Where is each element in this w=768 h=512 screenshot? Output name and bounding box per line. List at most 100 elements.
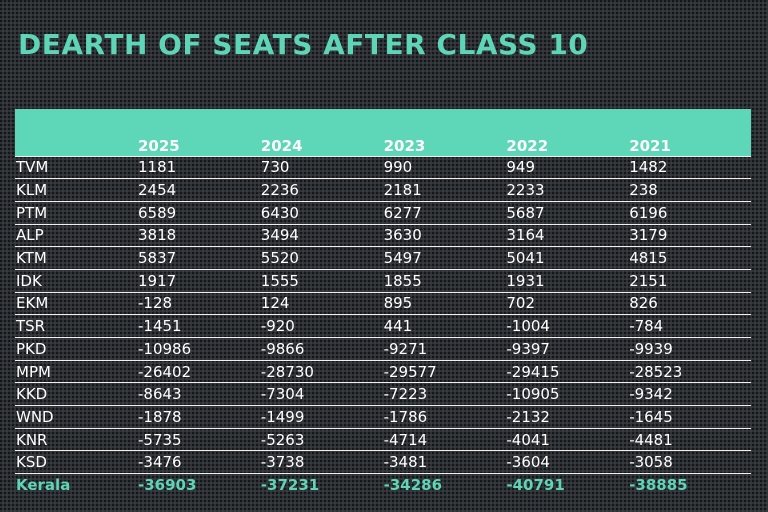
total-value-cell: -40791 [505, 473, 629, 497]
slide-title: DEARTH OF SEATS AFTER CLASS 10 [18, 28, 589, 61]
value-cell: -8643 [137, 382, 260, 406]
value-cell: 2233 [505, 178, 629, 202]
value-cell: 124 [259, 291, 383, 315]
value-cell: -4714 [382, 427, 506, 451]
value-cell: -2132 [505, 405, 629, 429]
total-value-cell: -34286 [382, 473, 506, 497]
value-cell: -3738 [259, 450, 383, 474]
district-name: KSD [15, 450, 137, 474]
value-cell: -10905 [505, 382, 629, 406]
value-cell: 5041 [505, 246, 629, 270]
table-row: IDK 1917 1555 1855 1931 2151 [15, 268, 751, 293]
value-cell: -3604 [505, 450, 629, 474]
total-value-cell: -36903 [137, 473, 260, 497]
value-cell: 6196 [628, 200, 751, 225]
value-cell: 6277 [382, 200, 506, 225]
value-cell: -5263 [259, 427, 383, 451]
value-cell: -1499 [259, 405, 383, 429]
value-cell: -1004 [505, 314, 629, 338]
seats-table: 2025 2024 2023 2022 2021 TVM 1181 730 99… [15, 109, 751, 497]
value-cell: 2181 [382, 178, 506, 202]
table-row: KKD -8643 -7304 -7223 -10905 -9342 [15, 382, 751, 406]
table-row: PTM 6589 6430 6277 5687 6196 [15, 200, 751, 225]
district-name: WND [15, 405, 137, 429]
value-cell: 3179 [628, 223, 751, 247]
value-cell: -10986 [137, 337, 260, 361]
value-cell: -128 [137, 291, 260, 315]
total-value-cell: -37231 [259, 473, 383, 497]
value-cell: -3481 [382, 450, 506, 474]
district-name: KTM [15, 246, 137, 270]
header-year-2021: 2021 [629, 136, 671, 155]
value-cell: -5735 [137, 427, 260, 451]
value-cell: 702 [505, 291, 629, 315]
district-name: KLM [15, 178, 137, 202]
header-corner-cell [15, 109, 137, 156]
value-cell: -3058 [628, 450, 751, 474]
value-cell: -1786 [382, 405, 506, 429]
value-cell: 2236 [259, 178, 383, 202]
value-cell: -1878 [137, 405, 260, 429]
value-cell: 6589 [137, 200, 260, 225]
value-cell: -4481 [628, 427, 751, 451]
header-year-2024: 2024 [260, 136, 303, 155]
table-row: PKD -10986 -9866 -9271 -9397 -9939 [15, 337, 751, 361]
value-cell: 3818 [137, 223, 260, 247]
value-cell: -7223 [382, 382, 506, 406]
value-cell: 5520 [259, 246, 383, 270]
table-row: MPM -26402 -28730 -29577 -29415 -28523 [15, 359, 751, 383]
district-name: PKD [15, 337, 137, 361]
table-row: TSR -1451 -920 441 -1004 -784 [15, 314, 751, 338]
value-cell: 5497 [382, 246, 506, 270]
value-cell: 1482 [628, 155, 751, 179]
value-cell: -920 [259, 314, 383, 338]
district-name: ALP [15, 223, 137, 247]
header-year-2025: 2025 [138, 136, 180, 155]
district-name: IDK [15, 268, 137, 293]
value-cell: 730 [259, 155, 383, 179]
total-label: Kerala [15, 473, 137, 497]
district-name: TSR [15, 314, 137, 338]
value-cell: 238 [628, 178, 751, 202]
value-cell: 1555 [259, 268, 383, 293]
value-cell: -9939 [628, 337, 751, 361]
value-cell: 4815 [628, 246, 751, 270]
value-cell: 1855 [382, 268, 506, 293]
value-cell: 2454 [137, 178, 260, 202]
value-cell: -1451 [137, 314, 260, 338]
value-cell: -28523 [628, 359, 751, 383]
value-cell: -4041 [505, 427, 629, 451]
value-cell: -9866 [259, 337, 383, 361]
value-cell: 1931 [505, 268, 629, 293]
table-row: TVM 1181 730 990 949 1482 [15, 155, 751, 179]
table-row: KLM 2454 2236 2181 2233 238 [15, 178, 751, 202]
value-cell: 1181 [137, 155, 260, 179]
header-year-2022: 2022 [506, 136, 549, 155]
table-row: ALP 3818 3494 3630 3164 3179 [15, 223, 751, 247]
value-cell: -9342 [628, 382, 751, 406]
value-cell: 441 [382, 314, 506, 338]
value-cell: -784 [628, 314, 751, 338]
value-cell: -7304 [259, 382, 383, 406]
value-cell: 1917 [137, 268, 260, 293]
value-cell: 6430 [259, 200, 383, 225]
value-cell: -29415 [505, 359, 629, 383]
value-cell: 3164 [505, 223, 629, 247]
value-cell: -26402 [137, 359, 260, 383]
table-row: KSD -3476 -3738 -3481 -3604 -3058 [15, 450, 751, 474]
value-cell: -9397 [505, 337, 629, 361]
district-name: PTM [15, 200, 137, 225]
district-name: TVM [15, 155, 137, 179]
value-cell: 990 [382, 155, 506, 179]
value-cell: -29577 [382, 359, 506, 383]
district-name: KKD [15, 382, 137, 406]
table-header-row: 2025 2024 2023 2022 2021 [15, 109, 751, 156]
value-cell: -3476 [137, 450, 260, 474]
value-cell: 5687 [505, 200, 629, 225]
table-row: KTM 5837 5520 5497 5041 4815 [15, 246, 751, 270]
value-cell: 3630 [382, 223, 506, 247]
value-cell: 949 [505, 155, 629, 179]
value-cell: 2151 [628, 268, 751, 293]
header-year-2023: 2023 [383, 136, 426, 155]
value-cell: 3494 [259, 223, 383, 247]
